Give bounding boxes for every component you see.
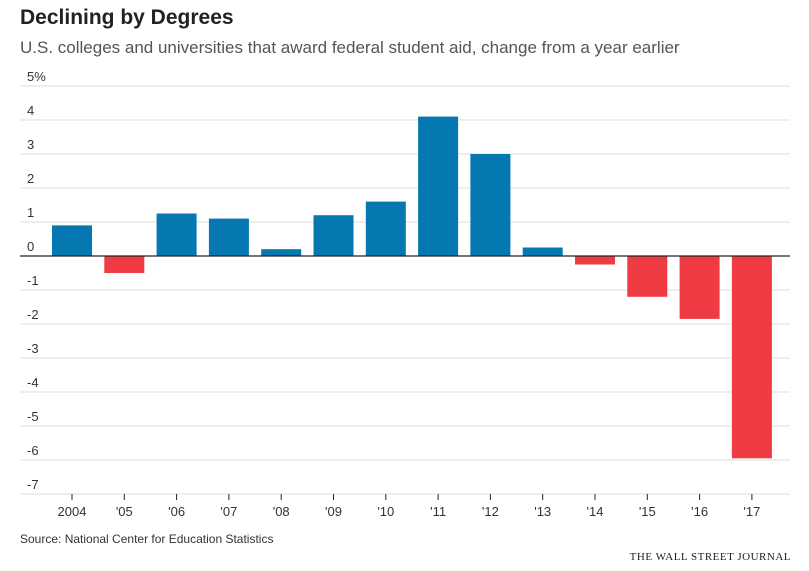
y-tick-label: 1 <box>27 205 34 220</box>
x-tick-label: '17 <box>743 504 760 519</box>
x-tick-label: '14 <box>587 504 604 519</box>
x-axis-ticks: 2004 '05 '06 '07 '08 '09 '10 '11 '12 '13 '14 '15 '16… <box>58 494 760 519</box>
x-tick-label: '09 <box>325 504 342 519</box>
x-tick-label: '12 <box>482 504 499 519</box>
bar-05 <box>104 256 145 273</box>
source-note: Source: National Center for Education St… <box>20 532 274 546</box>
y-tick-label: 0 <box>27 239 34 254</box>
chart-title: Declining by Degrees <box>20 6 234 29</box>
y-tick-label: -6 <box>27 443 39 458</box>
bar-16 <box>679 256 720 319</box>
bar-08 <box>261 249 302 256</box>
x-tick-label: '05 <box>116 504 133 519</box>
y-tick-label: 2 <box>27 171 34 186</box>
x-tick-label: '11 <box>430 504 446 519</box>
gridlines <box>20 85 790 495</box>
x-tick-label: '15 <box>639 504 656 519</box>
x-tick-label: '13 <box>534 504 551 519</box>
y-tick-label: -5 <box>27 409 39 424</box>
x-tick-label: '08 <box>273 504 290 519</box>
bar-13 <box>522 247 563 256</box>
bar-09 <box>313 215 354 256</box>
y-tick-label: -7 <box>27 477 39 492</box>
y-axis-ticks: 5% 4 3 2 1 0 -1 -2 -3 -4 -5 -6 -7 <box>27 69 46 492</box>
bar-15 <box>627 256 668 297</box>
bar-chart: 5% 4 3 2 1 0 -1 -2 -3 -4 -5 -6 -7 2004 '05 '06 '07 '08 '0… <box>20 69 790 519</box>
x-tick-label: '06 <box>168 504 185 519</box>
bar-11 <box>418 116 459 256</box>
y-tick-label: -2 <box>27 307 39 322</box>
bar-07 <box>208 218 249 256</box>
bar-14 <box>575 256 615 265</box>
y-tick-label: -4 <box>27 375 39 390</box>
y-tick-label: -3 <box>27 341 39 356</box>
x-tick-label: '07 <box>220 504 237 519</box>
y-tick-label: 5% <box>27 69 46 84</box>
bars <box>52 116 772 459</box>
y-tick-label: -1 <box>27 273 39 288</box>
bar-2004 <box>52 225 92 256</box>
y-tick-label: 3 <box>27 137 34 152</box>
bar-06 <box>156 213 197 256</box>
bar-17 <box>731 256 772 459</box>
bar-12 <box>470 154 511 256</box>
bar-10 <box>365 201 406 256</box>
x-tick-label: '10 <box>377 504 394 519</box>
x-tick-label: '16 <box>691 504 708 519</box>
publisher-credit: THE WALL STREET JOURNAL <box>629 551 791 563</box>
y-tick-label: 4 <box>27 103 34 118</box>
chart-subtitle: U.S. colleges and universities that awar… <box>20 38 680 57</box>
x-tick-label: 2004 <box>58 504 87 519</box>
